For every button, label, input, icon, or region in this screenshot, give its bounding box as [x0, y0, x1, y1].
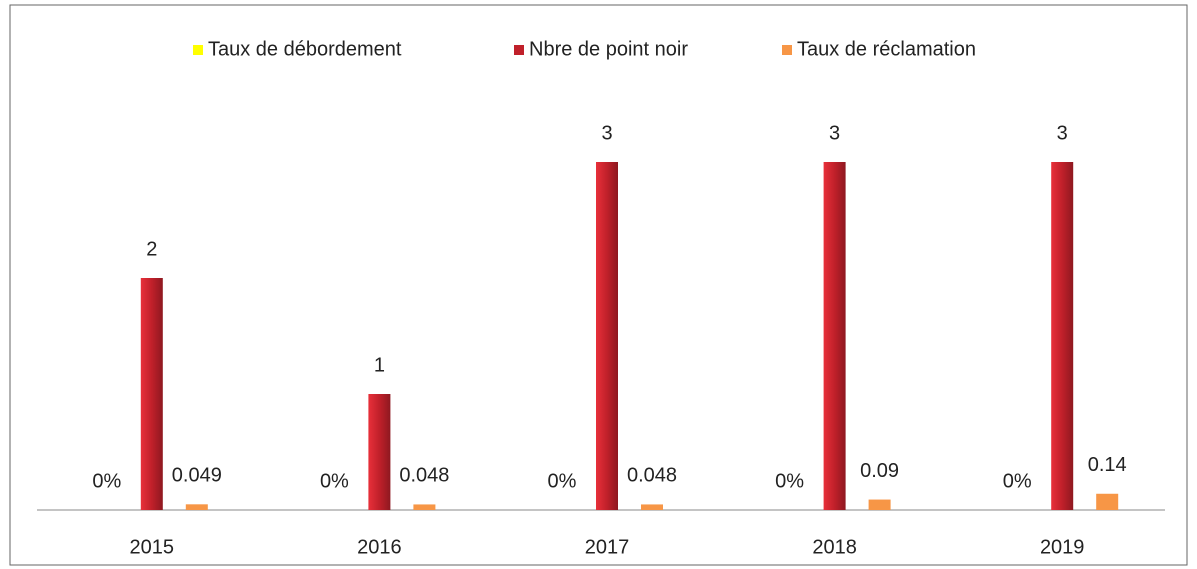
- bar: [868, 499, 891, 510]
- data-label: 3: [601, 122, 612, 144]
- x-tick-label: 2016: [357, 536, 402, 558]
- bar: [140, 278, 163, 510]
- data-label: 0.09: [860, 460, 899, 482]
- legend-label: Taux de réclamation: [797, 38, 976, 60]
- data-label: 0.048: [399, 465, 449, 487]
- data-label: 0%: [1003, 470, 1032, 492]
- bar: [823, 162, 846, 510]
- bar: [1096, 493, 1119, 510]
- data-label: 0%: [548, 470, 577, 492]
- data-label: 0.14: [1088, 454, 1127, 476]
- bar: [185, 504, 208, 510]
- legend-label: Nbre de point noir: [529, 38, 688, 60]
- data-label: 2: [146, 238, 157, 260]
- bar: [1051, 162, 1074, 510]
- x-tick-label: 2015: [130, 536, 175, 558]
- bar: [368, 394, 391, 510]
- data-label: 1: [374, 354, 385, 376]
- bar: [641, 504, 663, 510]
- legend-marker: [193, 45, 203, 55]
- legend-marker: [514, 45, 524, 55]
- legend-marker: [782, 45, 792, 55]
- data-label: 3: [829, 122, 840, 144]
- x-tick-label: 2019: [1040, 536, 1085, 558]
- data-label: 0.049: [172, 465, 222, 487]
- bar: [596, 162, 618, 510]
- data-label: 0.048: [627, 465, 677, 487]
- data-label: 3: [1057, 122, 1068, 144]
- x-tick-label: 2017: [585, 536, 630, 558]
- data-label: 0%: [92, 470, 121, 492]
- bar: [413, 504, 436, 510]
- legend-label: Taux de débordement: [208, 38, 402, 60]
- x-tick-label: 2018: [812, 536, 857, 558]
- data-label: 0%: [775, 470, 804, 492]
- data-label: 0%: [320, 470, 349, 492]
